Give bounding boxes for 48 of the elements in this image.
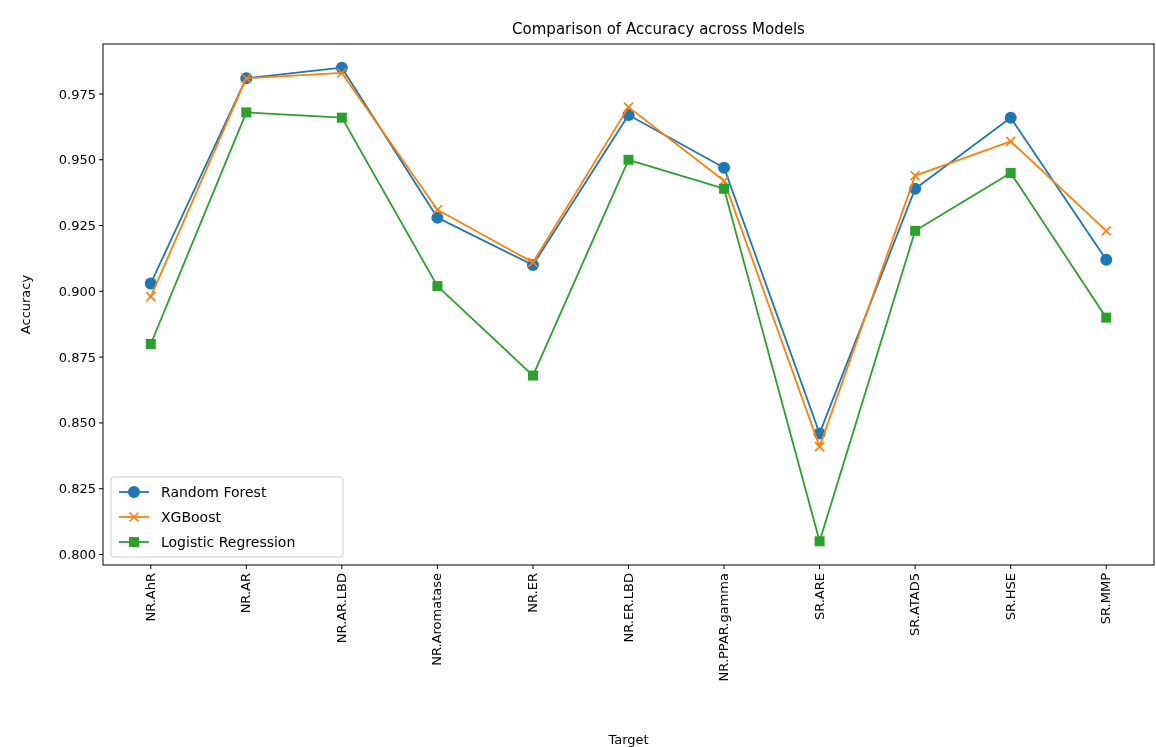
point [1100, 225, 1112, 237]
y-tick-label: 0.950 [58, 152, 96, 168]
point [814, 441, 825, 452]
point [1005, 136, 1016, 147]
x-tick-label: NR.AR [238, 573, 254, 614]
point [814, 536, 825, 547]
y-tick-label: 0.825 [58, 481, 96, 497]
x-tick-label: NR.PPAR.gamma [716, 573, 732, 682]
point [1005, 167, 1016, 178]
x-tick-label: SR.ARE [811, 573, 827, 621]
x-tick-label: SR.ATAD5 [907, 573, 923, 636]
x-axis-title: Target [607, 732, 649, 747]
x-tick-label: NR.AhR [142, 573, 158, 622]
point [241, 107, 252, 118]
point [336, 112, 347, 123]
x-tick-label: SR.HSE [1002, 573, 1018, 621]
point [527, 257, 539, 268]
point [145, 338, 156, 349]
point [527, 370, 538, 381]
y-tick-label: 0.900 [58, 283, 96, 299]
point [432, 281, 443, 292]
legend-label: Logistic Regression [161, 533, 296, 550]
y-tick-label: 0.925 [58, 218, 96, 234]
point [718, 161, 731, 174]
chart-title: Comparison of Accuracy across Models [512, 20, 806, 38]
legend-label: Random Forest [161, 483, 267, 500]
point [910, 225, 921, 236]
point [432, 204, 443, 216]
y-axis-title: Accuracy [18, 274, 33, 335]
point [719, 183, 730, 194]
point [1100, 253, 1113, 266]
point [145, 291, 157, 302]
legend-label: XGBoost [161, 508, 222, 525]
y-tick-label: 0.850 [58, 415, 96, 431]
y-tick-label: 0.875 [58, 349, 96, 365]
point [1004, 111, 1017, 124]
x-tick-label: NR.ER.LBD [620, 573, 636, 643]
y-tick-label: 0.975 [58, 86, 96, 102]
point [909, 170, 921, 181]
point [623, 101, 634, 113]
y-tick-label: 0.800 [58, 547, 96, 563]
x-tick-label: NR.AR.LBD [333, 573, 349, 644]
x-tick-label: NR.Aromatase [429, 573, 445, 666]
point [1101, 312, 1112, 323]
x-tick-label: NR.ER [524, 573, 540, 613]
x-tick-label: SR.MMP [1098, 572, 1114, 625]
point [623, 154, 634, 165]
point [336, 67, 348, 79]
